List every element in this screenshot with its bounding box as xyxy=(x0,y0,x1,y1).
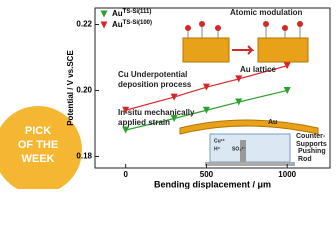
annotation: Pushing xyxy=(298,148,326,155)
annotation: Au xyxy=(268,119,277,126)
x-tick-label: 0 xyxy=(123,170,128,179)
y-tick-label: 0.18 xyxy=(76,152,92,161)
marker xyxy=(283,86,291,94)
annotation: Cu Underpotential xyxy=(118,70,187,79)
y-tick-label: 0.20 xyxy=(76,86,92,95)
annotation: H⁺ xyxy=(214,146,221,152)
x-tick-label: 500 xyxy=(200,170,214,179)
annotation: Au lattice xyxy=(240,65,277,74)
badge xyxy=(0,106,82,189)
badge-text: WEEK xyxy=(22,153,55,165)
marker xyxy=(122,126,130,134)
marker xyxy=(202,106,210,114)
plot-frame xyxy=(94,7,331,169)
annotation: applied strain xyxy=(118,118,170,127)
x-axis-label: Bending displacement / μm xyxy=(154,179,271,189)
marker xyxy=(170,115,178,123)
marker xyxy=(122,106,130,114)
marker xyxy=(235,75,243,83)
marker xyxy=(202,83,210,91)
legend-name: Au xyxy=(112,9,123,18)
annotation: deposition process xyxy=(118,80,192,89)
annotation: Cu²⁺ xyxy=(214,138,225,144)
badge-text: PICK xyxy=(25,125,51,137)
annotation: Atomic modulation xyxy=(230,8,303,17)
legend-label: AuTS-Si(111) xyxy=(112,9,151,19)
y-axis-label: Potential / V vs.SCE xyxy=(66,50,75,126)
marker xyxy=(283,62,291,70)
annotation: Supports xyxy=(296,141,327,148)
legend-marker xyxy=(100,21,108,29)
x-tick-label: 1000 xyxy=(278,170,296,179)
legend-sup: TS-Si(111) xyxy=(123,9,152,15)
legend-marker xyxy=(100,10,108,18)
schematic xyxy=(179,21,319,166)
annotation: Counter- xyxy=(296,133,326,140)
y-tick-label: 0.22 xyxy=(76,20,92,29)
marker xyxy=(235,98,243,106)
legend-label: AuTS-Si(100) xyxy=(112,20,152,30)
annotation: Rod xyxy=(298,156,312,163)
legend-sup: TS-Si(100) xyxy=(123,20,152,26)
figure: 0.18 0.20 0.22 0 500 1000 Bending displacement… xyxy=(0,7,331,189)
marker xyxy=(170,93,178,101)
annotation: SO₄²⁻ xyxy=(232,146,246,152)
badge-text: OF THE xyxy=(18,139,58,151)
legend-name: Au xyxy=(112,20,123,29)
annotation: In-situ mechanically xyxy=(118,108,195,117)
